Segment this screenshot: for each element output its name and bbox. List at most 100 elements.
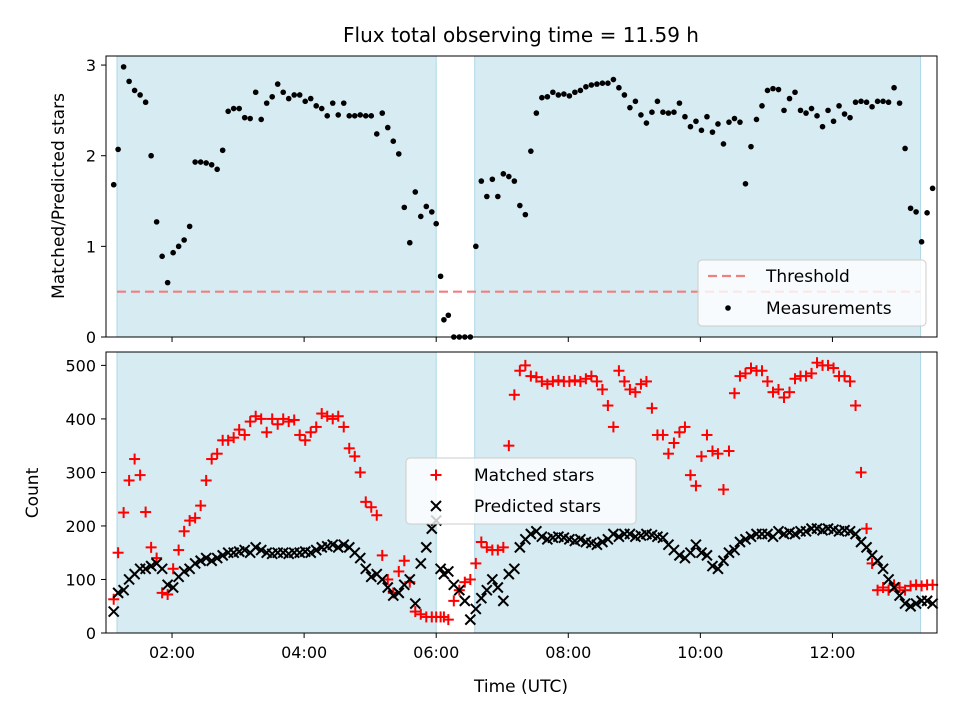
predicted-star-point xyxy=(486,573,499,586)
predicted-star-point xyxy=(415,557,427,570)
measurement-point xyxy=(110,181,117,188)
measurement-point xyxy=(186,223,193,230)
measurement-point xyxy=(313,103,320,109)
measurement-point xyxy=(539,94,545,101)
measurement-point xyxy=(610,76,617,83)
legend-threshold-label: Threshold xyxy=(765,267,850,287)
matched-star-point xyxy=(189,512,201,524)
predicted-star-point xyxy=(706,560,719,572)
predicted-star-point xyxy=(624,528,636,540)
measurement-point xyxy=(412,189,419,195)
matched-star-point xyxy=(261,426,273,438)
y-tick-label: 200 xyxy=(65,517,96,536)
matched-stars-points xyxy=(108,357,939,626)
measurement-point xyxy=(929,185,936,192)
matched-star-point xyxy=(602,400,614,412)
measurement-point xyxy=(230,105,237,112)
matched-star-point xyxy=(393,565,405,577)
top-panel: 0 1 2 3 Matched/Predicted stars Threshold M… xyxy=(49,55,938,347)
predicted-star-point xyxy=(723,547,735,559)
matched-star-point xyxy=(784,386,796,398)
matched-star-point xyxy=(250,410,262,422)
legend-measurements-label: Measurements xyxy=(766,299,892,319)
measurement-point xyxy=(880,98,886,105)
measurement-point xyxy=(918,239,925,245)
predicted-star-point xyxy=(481,584,493,596)
predicted-star-point xyxy=(888,581,900,594)
predicted-star-point xyxy=(354,552,366,564)
measurement-point xyxy=(704,113,710,120)
measurement-point xyxy=(115,146,121,153)
x-axis-label: Time (UTC) xyxy=(473,677,568,697)
predicted-stars-points xyxy=(107,514,939,626)
measurement-point xyxy=(786,95,793,102)
bottom-axes-frame xyxy=(105,351,938,634)
predicted-star-point xyxy=(376,573,388,586)
matched-star-point xyxy=(591,375,603,387)
predicted-star-point xyxy=(657,532,669,544)
measurement-point xyxy=(219,147,226,154)
measurement-point xyxy=(632,98,639,105)
matched-star-point xyxy=(569,374,581,386)
measurement-point xyxy=(384,124,391,131)
measurement-point xyxy=(781,107,787,114)
matched-star-point xyxy=(618,375,630,387)
bottom-y-ticks: 0 100 200 300 400 500 xyxy=(65,356,106,643)
matched-star-point xyxy=(811,357,823,369)
matched-star-point xyxy=(800,370,812,382)
matched-star-point xyxy=(624,383,636,395)
measurement-point xyxy=(869,103,875,110)
measurement-point xyxy=(175,243,182,250)
measurement-point xyxy=(682,113,688,120)
matched-star-point xyxy=(596,383,608,395)
predicted-star-point xyxy=(194,555,207,567)
predicted-star-point xyxy=(899,597,911,610)
y-tick-label: 400 xyxy=(65,410,96,429)
predicted-star-point xyxy=(536,530,548,543)
matched-star-point xyxy=(299,434,311,446)
measurement-point xyxy=(346,113,353,119)
measurement-point xyxy=(335,112,342,118)
measurement-point xyxy=(676,100,683,106)
matched-star-point xyxy=(761,375,773,387)
measurement-point xyxy=(814,113,820,119)
measurement-point xyxy=(192,159,198,165)
predicted-star-point xyxy=(211,552,223,564)
measurement-point xyxy=(863,99,870,106)
measurement-point xyxy=(517,202,523,209)
measurement-point xyxy=(120,64,127,70)
matched-star-point xyxy=(536,375,548,387)
measurement-point xyxy=(588,82,595,88)
measurement-point xyxy=(214,166,220,173)
matched-star-point xyxy=(734,370,746,382)
predicted-star-point xyxy=(904,600,917,612)
matched-star-point xyxy=(338,421,350,433)
measurement-point xyxy=(263,100,270,106)
measurement-point xyxy=(550,89,556,96)
measurement-point xyxy=(437,273,444,280)
predicted-star-point xyxy=(178,565,190,578)
predicted-star-point xyxy=(772,525,785,538)
measurement-point xyxy=(296,92,303,98)
measurement-point xyxy=(126,78,132,85)
measurement-point xyxy=(660,109,666,115)
measurement-point xyxy=(555,92,562,98)
measurement-point xyxy=(913,209,919,215)
matched-star-point xyxy=(206,453,218,465)
matched-star-point xyxy=(514,365,526,377)
x-tick-label: 08:00 xyxy=(545,643,591,662)
matched-star-point xyxy=(547,375,559,387)
predicted-star-point xyxy=(739,533,752,546)
measurement-point xyxy=(605,80,611,86)
matched-star-point xyxy=(442,614,454,626)
predicted-star-point xyxy=(382,581,394,594)
matched-star-point xyxy=(822,359,834,371)
y-tick-label: 0 xyxy=(86,624,96,643)
measurement-point xyxy=(362,113,369,119)
predicted-star-point xyxy=(789,528,801,540)
legend-predicted-swatch xyxy=(430,500,442,512)
matched-star-point xyxy=(112,547,124,559)
measurement-point xyxy=(511,178,518,184)
measurement-point xyxy=(395,151,402,157)
predicted-star-point xyxy=(404,573,416,586)
